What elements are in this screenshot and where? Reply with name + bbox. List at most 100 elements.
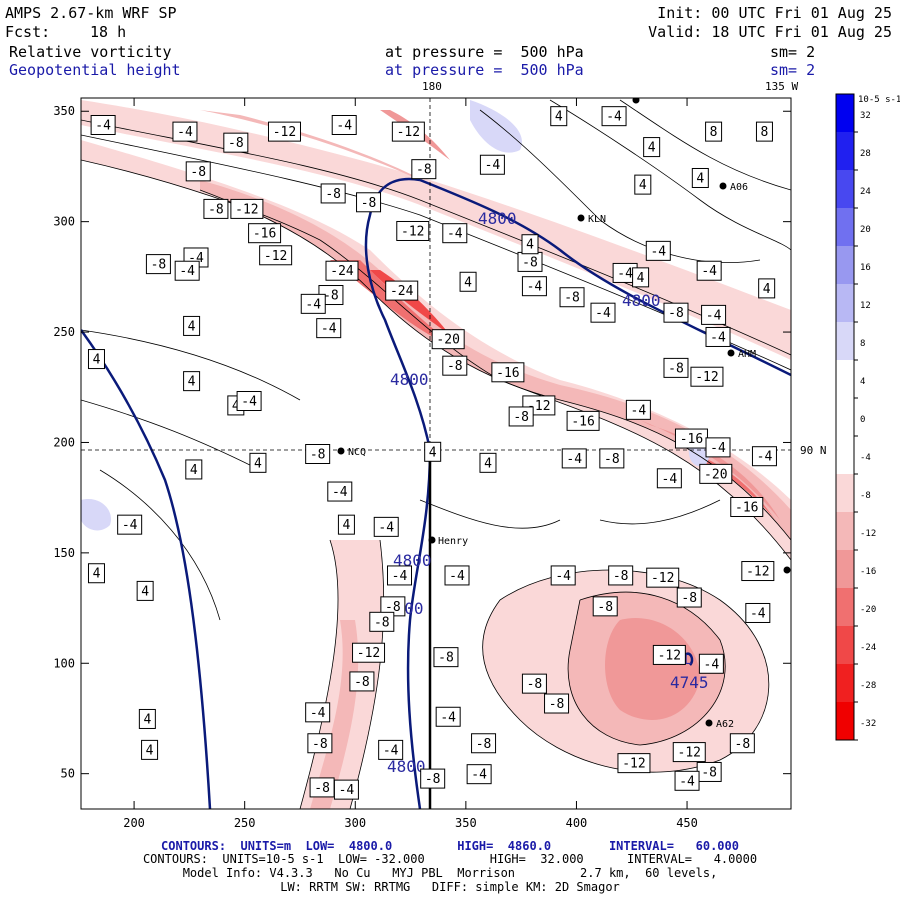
- vorticity-label: -8: [442, 355, 468, 376]
- vorticity-label: -8: [203, 198, 229, 219]
- colorbar-swatch: [836, 512, 854, 550]
- station-a06-marker: [719, 182, 727, 190]
- y-tick-label: 350: [53, 104, 75, 118]
- height-label: 4800: [622, 291, 661, 310]
- vorticity-label: -4: [674, 770, 700, 791]
- vorticity-label-text: -12: [678, 746, 701, 761]
- vorticity-label-text: -12: [401, 224, 424, 239]
- vorticity-label-box: [305, 444, 331, 464]
- vorticity-label-box: [755, 121, 773, 142]
- vorticity-label-text: -8: [701, 765, 717, 780]
- vorticity-label-box: [230, 198, 264, 219]
- vorticity-label-text: 4: [639, 178, 647, 193]
- vorticity-label-text: -4: [177, 125, 193, 140]
- vorticity-label-box: [550, 106, 568, 127]
- vorticity-label-text: -8: [312, 737, 328, 752]
- vorticity-label-text: -8: [549, 697, 565, 712]
- colorbar-swatch: [836, 664, 854, 702]
- vorticity-label-text: 4: [190, 463, 198, 478]
- y-tick-label: 250: [53, 325, 75, 339]
- vorticity-label-text: -8: [416, 163, 432, 178]
- vorticity-label-box: [174, 260, 200, 281]
- vorticity-label-text: -8: [447, 359, 463, 374]
- vorticity-label-box: [320, 183, 346, 204]
- vorticity-label-text: -12: [235, 202, 258, 217]
- vorticity-label-box: [300, 293, 326, 314]
- vorticity-label-box: [203, 198, 229, 219]
- vorticity-label-box: [521, 673, 547, 694]
- vorticity-label-text: -4: [631, 403, 647, 418]
- pressure-level-1: at pressure = 500 hPa: [385, 43, 584, 61]
- vorticity-label: -24: [385, 280, 419, 301]
- vorticity-label: -4: [751, 446, 777, 467]
- colorbar-tick-label: 0: [860, 415, 865, 425]
- vorticity-label-text: -8: [681, 591, 697, 606]
- footer-height-contours: CONTOURS: UNITS=m LOW= 4800.0 HIGH= 4860…: [161, 839, 739, 853]
- height-contour-center: [364, 177, 432, 809]
- vorticity-label-text: -8: [354, 675, 370, 690]
- lower-left-strip-12: [310, 620, 359, 809]
- vorticity-label-text: -8: [190, 165, 206, 180]
- vorticity-label-text: -4: [757, 450, 773, 465]
- colorbar-swatch: [836, 474, 854, 512]
- vorticity-label-box: [378, 739, 404, 760]
- vorticity-label-box: [316, 318, 342, 339]
- vorticity-label-text: -8: [385, 600, 401, 615]
- y-tick-label: 50: [61, 767, 75, 781]
- vorticity-label-box: [87, 349, 105, 370]
- colorbar-tick-label: -20: [860, 605, 876, 615]
- vorticity-label-text: -12: [397, 125, 420, 140]
- vorticity-label: -8: [663, 357, 689, 378]
- vorticity-label-box: [745, 602, 771, 623]
- vorticity-label-box: [741, 561, 775, 582]
- height-contour-vortex: [684, 652, 694, 666]
- vorticity-label: 4: [643, 137, 661, 158]
- pressure-level-2: at pressure = 500 hPa: [385, 61, 584, 79]
- vorticity-label-text: -8: [325, 187, 341, 202]
- station-labels: NCQ Henry KLN A06 AHM A62: [348, 182, 756, 730]
- vorticity-label-text: 4: [555, 110, 563, 125]
- vorticity-label: -8: [471, 733, 497, 754]
- vorticity-label-text: -4: [527, 280, 543, 295]
- vorticity-label-text: -12: [658, 648, 681, 663]
- vorticity-label-box: [185, 161, 211, 182]
- vorticity-label: -4: [625, 399, 651, 420]
- colorbar-tick-label: 12: [860, 301, 871, 311]
- vorticity-label-box: [705, 437, 731, 458]
- vorticity-label-box: [617, 753, 651, 774]
- vorticity-label-text: 8: [761, 125, 769, 140]
- height-label: 4800: [478, 209, 517, 228]
- vorticity-label-box: [592, 596, 618, 617]
- footer-model-info: Model Info: V4.3.3 No Cu MYJ PBL Morriso…: [182, 866, 718, 880]
- vorticity-label-box: [521, 234, 539, 255]
- vorticity-label-text: -8: [438, 651, 454, 666]
- colorbar-tick-label: 8: [860, 339, 865, 349]
- vorticity-label-text: -4: [566, 452, 582, 467]
- vorticity-label-box: [267, 121, 301, 142]
- colorbar-tick-label: 20: [860, 225, 871, 235]
- vorticity-label-text: -20: [704, 467, 727, 482]
- y-tick-label: 200: [53, 435, 75, 449]
- vorticity-label-text: -8: [314, 781, 330, 796]
- vorticity-label-box: [599, 448, 625, 469]
- vorticity-label-box: [136, 580, 154, 601]
- height-label: 4800: [393, 551, 432, 570]
- vorticity-label-text: -12: [273, 125, 296, 140]
- vorticity-label-text: -4: [179, 264, 195, 279]
- vorticity-label-text: -12: [651, 571, 674, 586]
- height-label: 4800: [387, 757, 426, 776]
- vorticity-label-text: -4: [750, 606, 766, 621]
- vorticity-label-text: -8: [361, 196, 377, 211]
- forecast-label: Fcst:: [5, 23, 51, 41]
- lon-180-label: 180: [422, 80, 442, 93]
- vorticity-label-text: -4: [95, 118, 111, 133]
- vorticity-label: -4: [333, 779, 359, 800]
- vorticity-label: 8: [755, 121, 773, 142]
- colorbar-frame: [835, 93, 855, 741]
- vorticity-label: -8: [676, 587, 702, 608]
- stations: [337, 98, 791, 727]
- vorticity-label-text: -4: [710, 330, 726, 345]
- smoothing-2: sm= 2: [770, 61, 816, 79]
- vorticity-label: -8: [380, 596, 406, 617]
- vorticity-label-text: -4: [679, 774, 695, 789]
